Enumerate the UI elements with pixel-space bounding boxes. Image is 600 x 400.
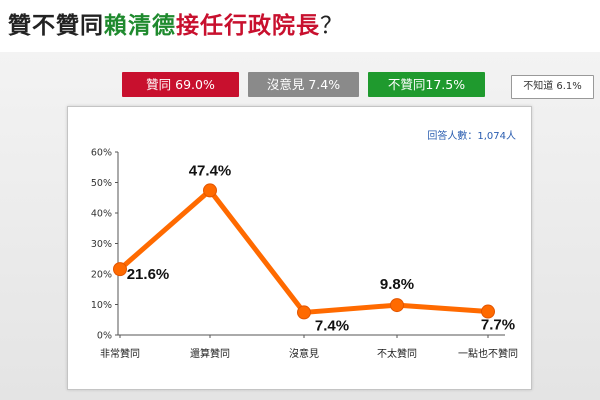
x-tick-label: 一點也不贊同: [458, 347, 518, 360]
title-part-mark: ？: [320, 13, 344, 39]
title-part-question: 贊不贊同: [8, 13, 104, 39]
data-point: [297, 305, 311, 320]
data-label: 21.6%: [127, 266, 170, 283]
y-tick-label: 10%: [91, 300, 112, 311]
y-tick-label: 50%: [91, 178, 112, 189]
badge-disagree: 不贊同17.5%: [368, 72, 485, 97]
badge-agree: 贊同 69.0%: [122, 72, 239, 97]
title-part-position: 接任行政院長: [176, 13, 320, 39]
data-point: [481, 304, 495, 319]
data-point: [113, 262, 127, 277]
data-label: 7.4%: [315, 317, 349, 334]
data-point: [203, 183, 217, 198]
x-tick-label: 非常贊同: [100, 347, 140, 360]
respondents-count: 回答人數：1,074人: [427, 131, 516, 142]
title-part-name: 賴清德: [104, 13, 176, 39]
badge-no-opinion: 沒意見 7.4%: [248, 72, 359, 97]
page-title: 贊不贊同賴清德接任行政院長？: [8, 6, 344, 40]
y-tick-label: 0%: [97, 331, 112, 342]
y-tick-label: 60%: [91, 148, 112, 159]
x-tick-label: 沒意見: [289, 347, 319, 360]
y-tick-label: 30%: [91, 239, 112, 250]
x-tick-label: 不太贊同: [377, 347, 417, 360]
series-line: [118, 187, 489, 315]
data-label: 7.7%: [481, 317, 515, 334]
y-tick-label: 20%: [91, 270, 112, 281]
data-label: 9.8%: [380, 276, 414, 293]
y-tick-label: 40%: [91, 209, 112, 220]
x-tick-label: 還算贊同: [190, 347, 230, 360]
data-label: 47.4%: [189, 162, 232, 179]
badge-unknown: 不知道 6.1%: [511, 75, 594, 99]
data-point: [390, 298, 404, 313]
